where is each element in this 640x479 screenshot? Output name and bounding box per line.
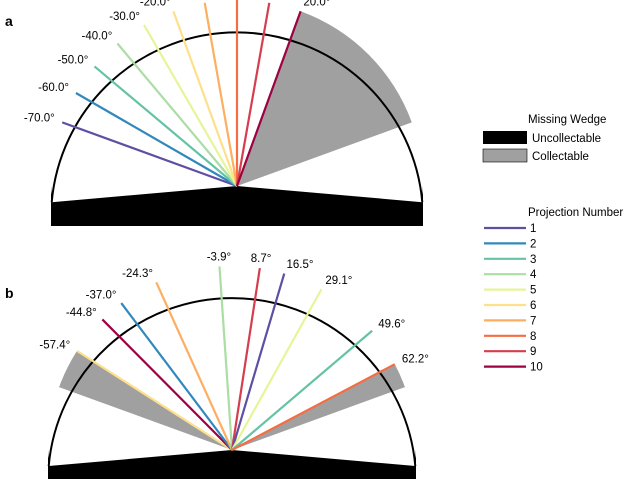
tilt-angle-label: -40.0° bbox=[81, 30, 112, 42]
projection-ray bbox=[218, 266, 234, 451]
projection-ray bbox=[116, 42, 238, 187]
projection-legend-title: Projection Number bbox=[528, 207, 623, 219]
projection-ray bbox=[120, 302, 233, 451]
collectable-label: Collectable bbox=[532, 151, 589, 163]
projection-ray bbox=[172, 10, 239, 187]
projection-ray bbox=[235, 10, 302, 187]
projection-ray bbox=[235, 2, 271, 187]
uncollectable-label: Uncollectable bbox=[532, 133, 601, 145]
projection-legend-label: 8 bbox=[530, 331, 536, 343]
projection-ray bbox=[231, 329, 373, 451]
projection-ray bbox=[155, 281, 234, 451]
projection-number-legend: Projection Number 1 2 3 4 5 6 7 8 9 10 bbox=[484, 207, 623, 374]
tilt-angle-label: -24.3° bbox=[122, 268, 153, 280]
uncollectable-region-right bbox=[237, 186, 423, 226]
projection-ray bbox=[93, 65, 238, 187]
tilt-angle-label: -57.4° bbox=[39, 340, 70, 352]
uncollectable-region-left bbox=[48, 450, 232, 479]
uncollectable-swatch bbox=[483, 131, 527, 144]
tilt-angle-label: -44.8° bbox=[66, 307, 97, 319]
collectable-wedge bbox=[237, 11, 412, 186]
tilt-angle-label: 29.1° bbox=[325, 275, 352, 287]
projection-legend-label: 2 bbox=[530, 238, 536, 250]
collectable-wedge bbox=[59, 350, 232, 450]
panel-incremental-scanning: a -70.0°-60.0°-50.0°-40.0°-30.0°-20.0°-1… bbox=[5, 0, 424, 226]
uncollectable-region-right bbox=[232, 450, 416, 479]
tilt-angle-label: -3.9° bbox=[207, 251, 231, 263]
projection-legend-label: 5 bbox=[530, 285, 536, 297]
projection-ray bbox=[231, 288, 323, 451]
projection-legend-label: 10 bbox=[530, 362, 543, 374]
semicircle-outline bbox=[47, 297, 417, 467]
collectable-swatch bbox=[482, 148, 528, 163]
panel-golden-ratio-scanning: b -57.4° -44.8° -37.0° -24.3° -3.9° 8.7° 16.5°… bbox=[5, 251, 429, 479]
projection-ray bbox=[230, 273, 286, 451]
panel-title-golden-ratio: Golden Ratio Scanning bbox=[160, 462, 304, 478]
tilt-angle-label: 16.5° bbox=[287, 259, 314, 271]
panel-title-incremental: Incremental Scanning bbox=[168, 199, 303, 215]
projection-ray bbox=[101, 318, 233, 451]
projection-ray bbox=[61, 121, 238, 188]
projection-legend-label: 3 bbox=[530, 254, 536, 266]
panel-letter-a: a bbox=[5, 13, 13, 29]
collectable-wedge bbox=[232, 364, 405, 450]
tilt-angle-label: -30.0° bbox=[109, 11, 140, 23]
tilt-angle-label: -60.0° bbox=[38, 82, 69, 94]
panel-letter-b: b bbox=[5, 285, 14, 301]
tilt-angle-label: 49.6° bbox=[378, 319, 405, 331]
projection-legend-label: 7 bbox=[530, 315, 536, 327]
projection-ray bbox=[230, 267, 261, 451]
projection-ray bbox=[76, 349, 233, 451]
projection-ray bbox=[75, 92, 238, 187]
missing-wedge-legend: Missing Wedge Uncollectable Collectable bbox=[482, 114, 606, 163]
projection-legend-label: 9 bbox=[530, 346, 536, 358]
missing-wedge-legend-title: Missing Wedge bbox=[528, 114, 606, 126]
projection-legend-label: 1 bbox=[530, 223, 536, 235]
tilt-angle-label: 62.2° bbox=[402, 353, 429, 365]
projection-legend-label: 4 bbox=[530, 269, 537, 281]
tilt-angle-label: -50.0° bbox=[58, 54, 89, 66]
tilt-angle-label: 8.7° bbox=[251, 253, 272, 265]
tilt-angle-label: 20.0° bbox=[303, 0, 330, 9]
projection-ray bbox=[143, 24, 238, 187]
tilt-angle-label: -70.0° bbox=[24, 113, 55, 125]
tilt-angle-label: -20.0° bbox=[140, 0, 171, 9]
projection-ray bbox=[231, 363, 396, 451]
projection-ray bbox=[203, 2, 239, 187]
projection-legend-label: 6 bbox=[530, 300, 536, 312]
tilt-angle-label: -37.0° bbox=[86, 290, 117, 302]
uncollectable-region-left bbox=[51, 186, 237, 226]
